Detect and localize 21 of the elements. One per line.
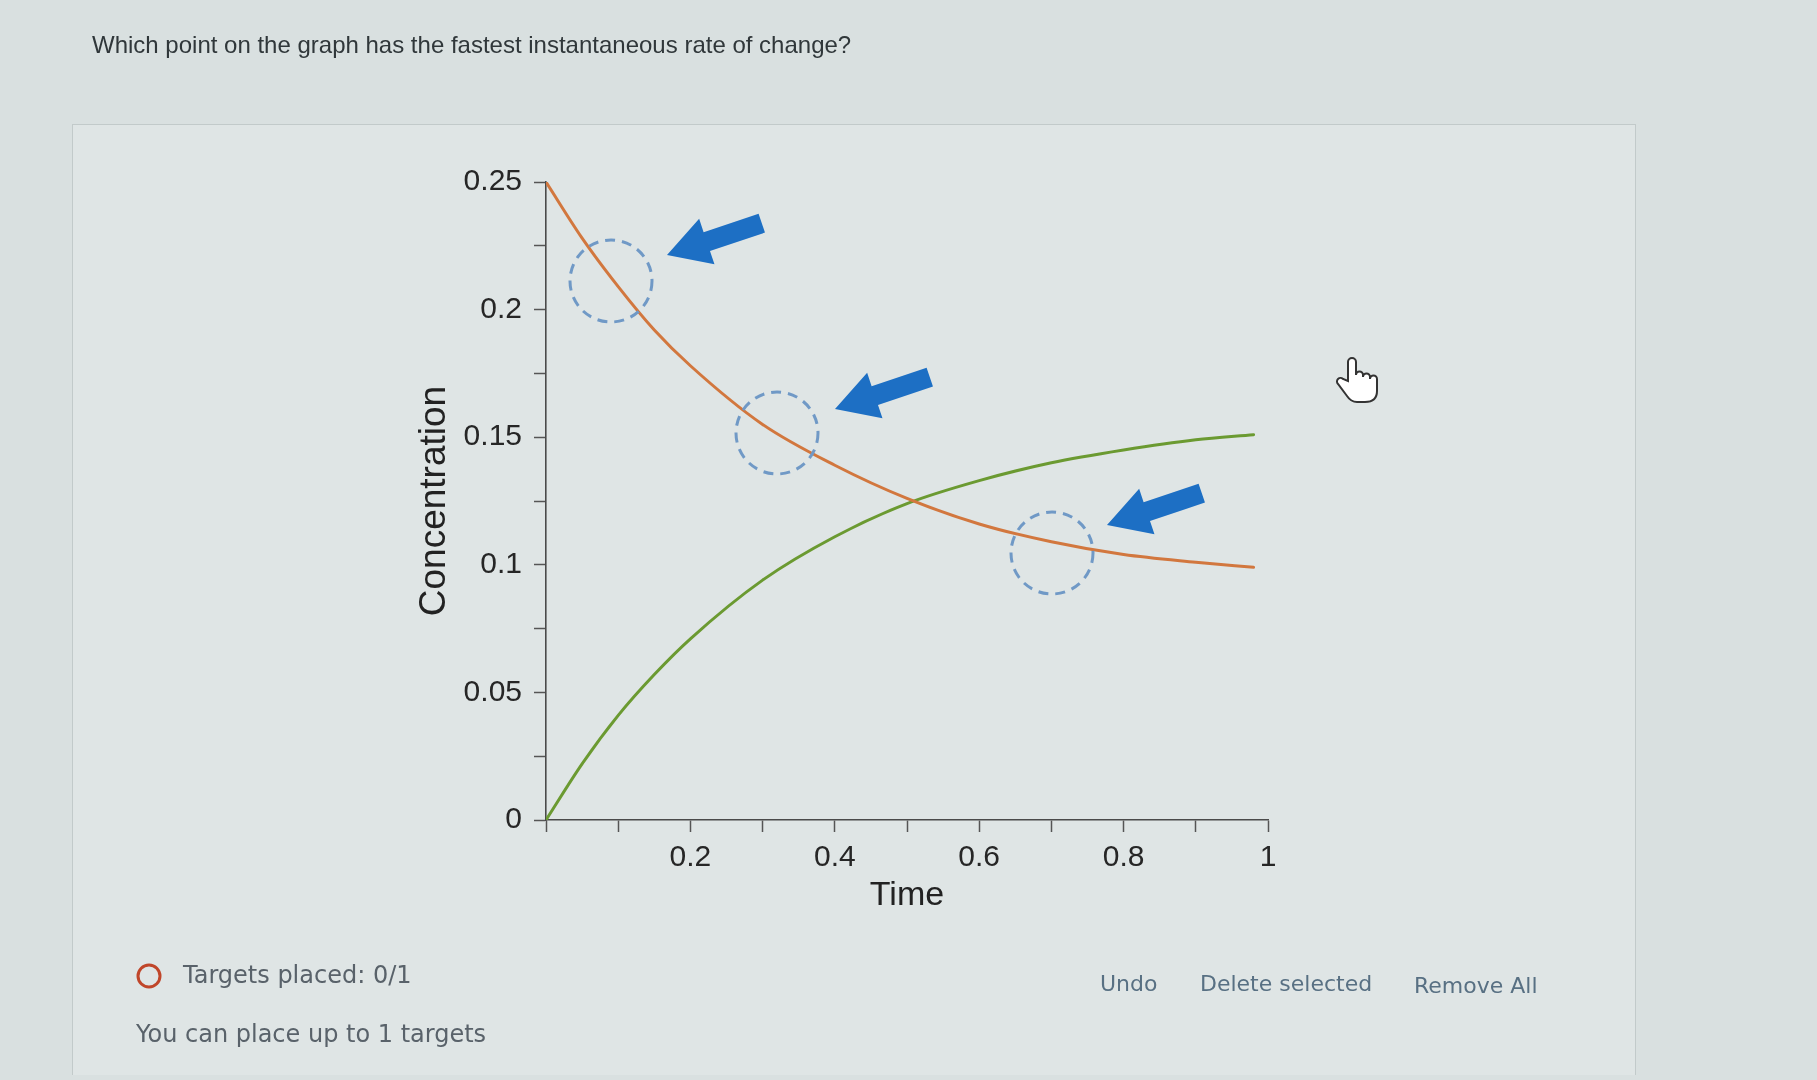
y-axis-title: Concentration — [412, 385, 454, 617]
y-tick-label: 0 — [505, 801, 522, 835]
text: Targets placed: 0/1 — [183, 961, 412, 989]
y-tick-label: 0.2 — [480, 290, 522, 324]
y-tick-label: 0.25 — [463, 163, 522, 197]
y-tick-label: 0.15 — [463, 418, 522, 452]
text: Remove All — [1414, 973, 1538, 999]
line-series — [546, 433, 1256, 820]
line-series — [546, 182, 1256, 569]
text: Delete selected — [1200, 971, 1373, 997]
x-tick-label: 0.8 — [1102, 839, 1145, 873]
text: Undo — [1100, 971, 1158, 997]
y-tick-label: 0.05 — [463, 673, 522, 707]
x-axis-title: Time — [869, 873, 945, 912]
x-tick-label: 0.4 — [813, 839, 856, 873]
x-tick-label: 0.2 — [669, 839, 712, 873]
x-tick-label: 1 — [1259, 839, 1277, 873]
chart-title: Which point on the graph has the fastest instantaneous rate of change? — [92, 31, 852, 59]
text: You can place up to 1 targets — [136, 1020, 487, 1048]
x-tick-label: 0.6 — [958, 839, 1001, 873]
y-tick-label: 0.1 — [480, 546, 522, 580]
